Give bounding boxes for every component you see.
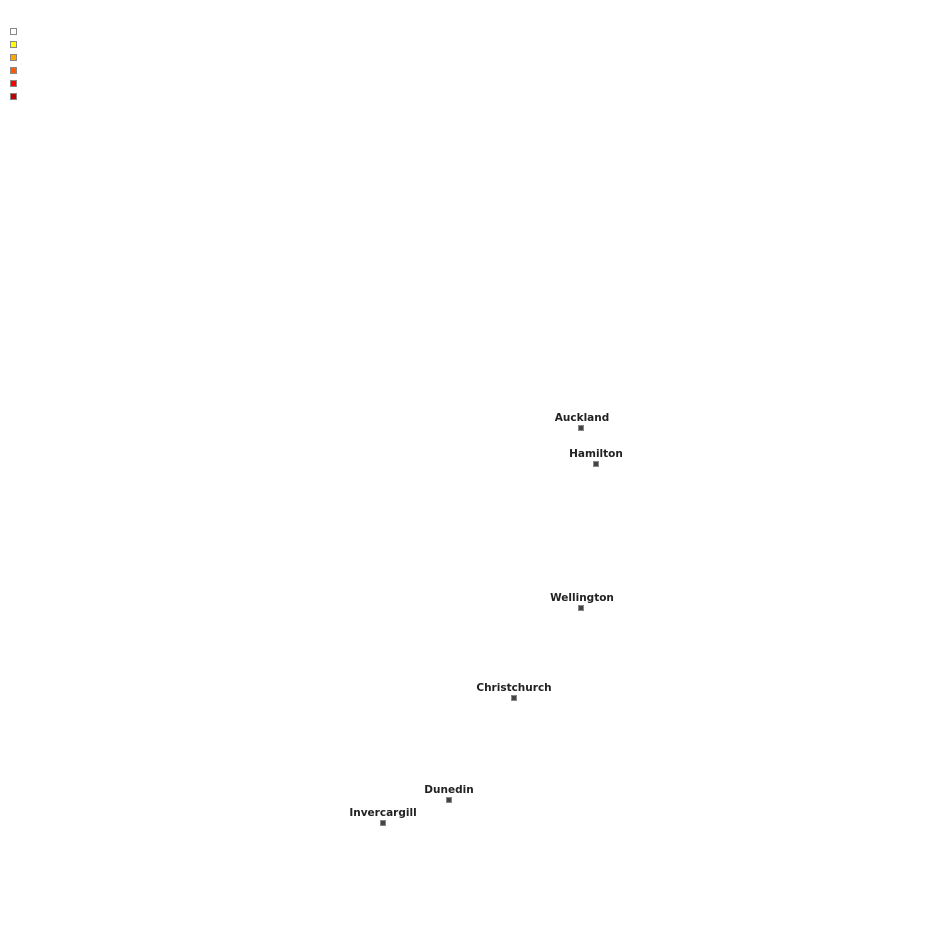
legend-swatch: [10, 41, 17, 48]
city-label: Wellington: [550, 592, 614, 604]
legend-swatch: [10, 80, 17, 87]
city-label: Auckland: [554, 412, 610, 424]
city-marker-icon: [511, 695, 517, 701]
legend-swatch: [10, 93, 17, 100]
legend-swatch: [10, 67, 17, 74]
city-label: Hamilton: [569, 448, 623, 460]
city-marker-icon: [578, 425, 584, 431]
city-label: Dunedin: [424, 784, 474, 796]
city-marker-icon: [380, 820, 386, 826]
city-marker-icon: [593, 461, 599, 467]
city-marker-icon: [578, 605, 584, 611]
legend-swatch: [10, 28, 17, 35]
city-label: Christchurch: [476, 682, 552, 694]
city-label: Invercargill: [349, 807, 417, 819]
city-marker-icon: [446, 797, 452, 803]
legend-swatch: [10, 54, 17, 61]
